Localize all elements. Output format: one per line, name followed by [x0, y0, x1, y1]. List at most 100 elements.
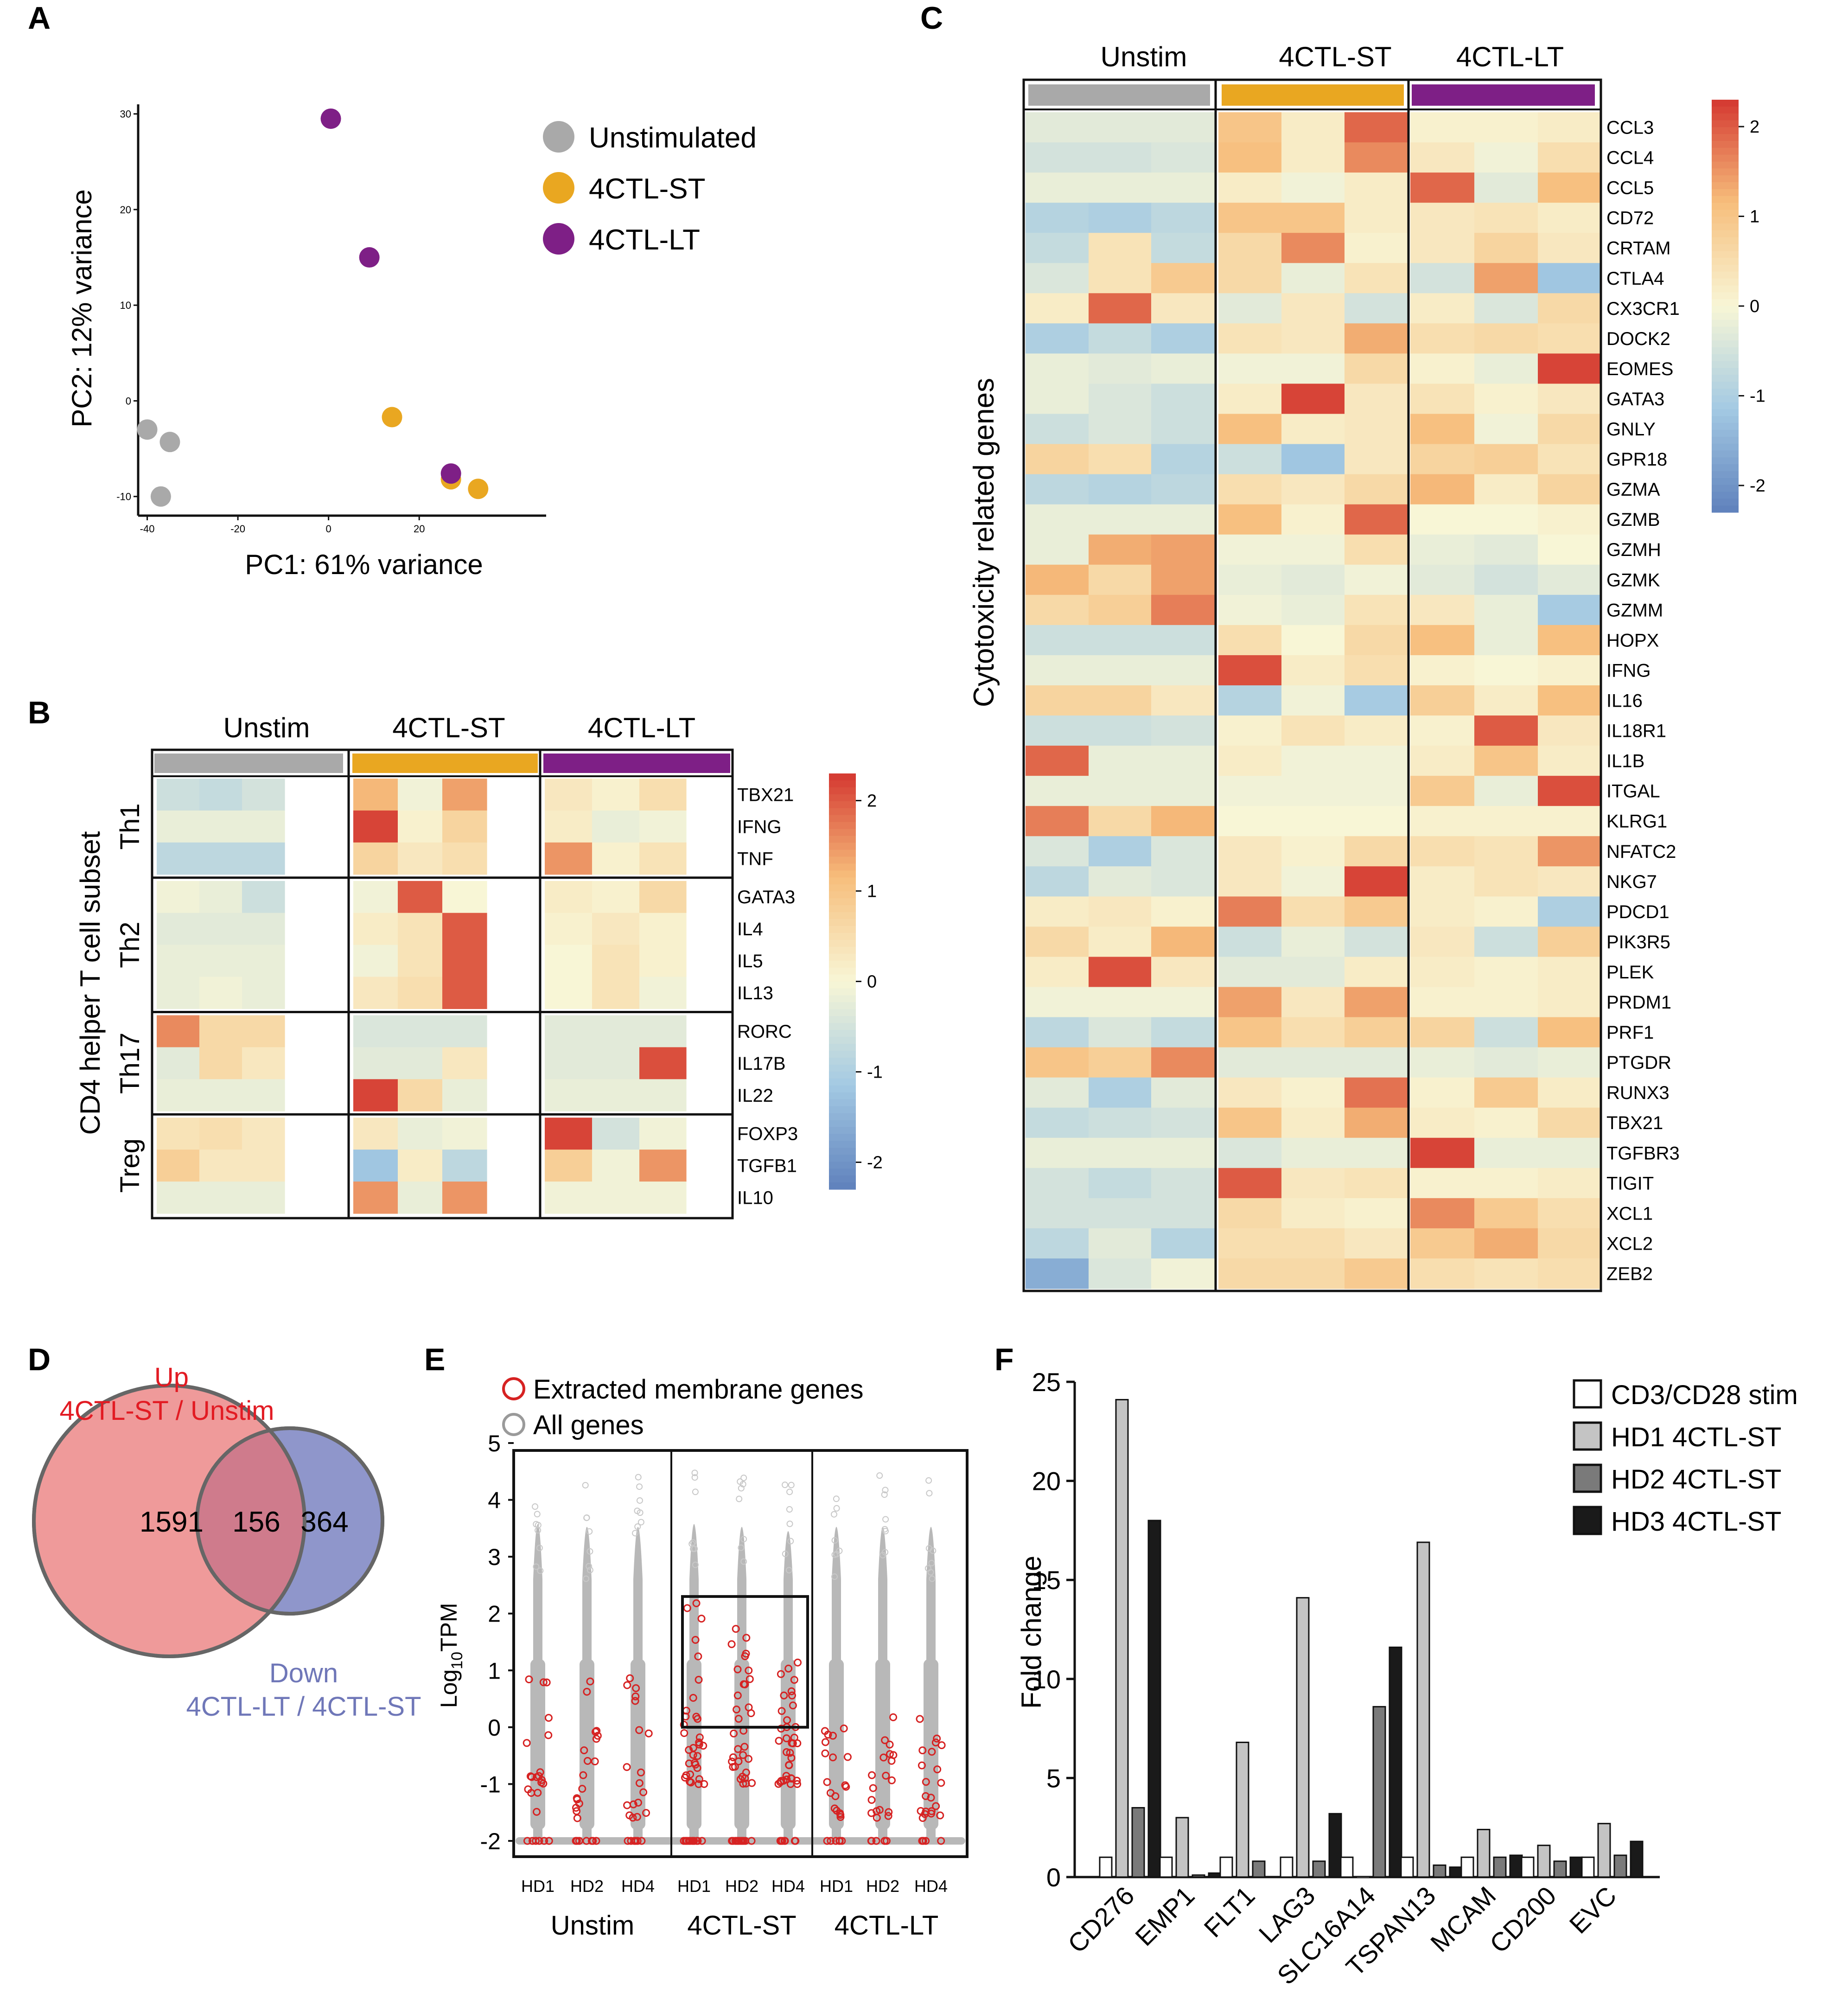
- membrane-point: [572, 1803, 580, 1812]
- fold-bar: [1328, 1813, 1342, 1878]
- heatmap-b-cell: [157, 1118, 200, 1150]
- fold-bar: [1175, 1817, 1189, 1878]
- membrane-point: [775, 1737, 783, 1745]
- heatmap-b-cell: [545, 881, 593, 913]
- heatmap-c-cell: [1281, 353, 1345, 384]
- membrane-point: [836, 1809, 844, 1818]
- heatmap-c-cell: [1089, 293, 1152, 324]
- membrane-point: [922, 1837, 930, 1845]
- heatmap-c-cell: [1281, 1168, 1345, 1199]
- heatmap-c-cell: [1026, 564, 1089, 595]
- heatmap-b-cell: [592, 779, 640, 811]
- membrane-point: [739, 1837, 748, 1845]
- pca-x-label: PC1: 61% variance: [245, 549, 483, 580]
- heatmap-c-cell: [1151, 1107, 1215, 1138]
- heatmap-b-cell: [199, 1150, 242, 1182]
- venn-down-label-line1: Down: [269, 1658, 338, 1688]
- heatmap-c-cell: [1089, 685, 1152, 716]
- membrane-point: [583, 1757, 592, 1765]
- membrane-point: [523, 1739, 531, 1747]
- heatmap-c-gene-label: CCL5: [1606, 178, 1654, 198]
- heatmap-c-cell: [1345, 172, 1408, 203]
- legend-hd3-label: HD3 4CTL-ST: [1611, 1507, 1781, 1537]
- pca-point-st: [382, 407, 402, 428]
- heatmap-c-colorbar-segment: [1712, 375, 1739, 382]
- heatmap-c-cell: [1474, 685, 1538, 716]
- heatmap-c-cell: [1089, 172, 1152, 203]
- heatmap-c-cell: [1410, 444, 1475, 475]
- heatmap-c-cell: [1410, 534, 1475, 565]
- heatmap-c-cell: [1089, 474, 1152, 505]
- membrane-point: [626, 1674, 634, 1682]
- heatmap-c-gene-label: CCL3: [1606, 118, 1654, 138]
- heatmap-c-cell: [1026, 444, 1089, 475]
- heatmap-c-cell: [1474, 926, 1538, 958]
- heatmap-c-colorbar-segment: [1712, 430, 1739, 437]
- heatmap-b-cell: [398, 945, 443, 977]
- heatmap-b-cell: [592, 1118, 640, 1150]
- heatmap-c-cell: [1474, 866, 1538, 897]
- heatmap-c-colorbar-segment: [1712, 278, 1739, 286]
- heatmap-b-cell: [592, 977, 640, 1009]
- pca-point-st: [468, 479, 489, 499]
- fold-category-label: EMP1: [1129, 1881, 1200, 1951]
- heatmap-c-cell: [1345, 625, 1408, 656]
- allgenes-point: [586, 1548, 593, 1555]
- heatmap-c-cell: [1538, 504, 1600, 535]
- heatmap-b-cell: [545, 1047, 593, 1079]
- heatmap-c-cell: [1218, 866, 1282, 897]
- heatmap-c-cell: [1089, 1017, 1152, 1048]
- membrane-point: [790, 1676, 798, 1684]
- heatmap-b-cell: [157, 810, 200, 843]
- heatmap-b-cell: [353, 977, 398, 1009]
- heatmap-c-cell: [1538, 836, 1600, 867]
- heatmap-c-cell: [1345, 142, 1408, 173]
- heatmap-c-cell: [1538, 1107, 1600, 1138]
- panel-label-e: E: [424, 1342, 445, 1377]
- allgenes-point: [740, 1558, 747, 1565]
- heatmap-c-cell: [1218, 203, 1282, 233]
- fold-bar: [1219, 1856, 1233, 1878]
- membrane-point: [875, 1806, 884, 1814]
- heatmap-c-cell: [1026, 836, 1089, 867]
- heatmap-c-cell: [1089, 1258, 1152, 1289]
- allgenes-point: [833, 1495, 840, 1502]
- heatmap-b-group-4ctl-lt: 4CTL-LT: [588, 712, 695, 743]
- heatmap-c-cell: [1474, 353, 1538, 384]
- heatmap-b-cell: [398, 1079, 443, 1111]
- heatmap-c-cell: [1151, 594, 1215, 626]
- heatmap-c-cell: [1089, 534, 1152, 565]
- heatmap-c-cell: [1410, 353, 1475, 384]
- heatmap-b-colorbar-segment: [829, 787, 856, 795]
- heatmap-b-subset-label: Th1: [115, 803, 145, 850]
- membrane-point: [793, 1776, 801, 1785]
- heatmap-c-cell: [1281, 746, 1345, 776]
- heatmap-c-cell: [1218, 926, 1282, 958]
- heatmap-c-cell: [1026, 625, 1089, 656]
- heatmap-c-cell: [1281, 1047, 1345, 1078]
- heatmap-b-cell: [442, 881, 487, 913]
- pca-legend: Unstimulated 4CTL-ST 4CTL-LT: [543, 121, 757, 256]
- heatmap-c-cell: [1218, 1107, 1282, 1138]
- heatmap-c-y-label: Cytotoxicity related genes: [968, 378, 1000, 707]
- fold-bar: [1389, 1646, 1402, 1878]
- allgenes-point: [924, 1565, 931, 1572]
- heatmap-c-cell: [1281, 926, 1345, 958]
- heatmap-c-colorbar-segment: [1712, 450, 1739, 458]
- heatmap-c-cell: [1218, 836, 1282, 867]
- membrane-point: [635, 1779, 644, 1787]
- heatmap-c-colorbar-segment: [1712, 492, 1739, 499]
- heatmap-c-cell: [1218, 1198, 1282, 1229]
- heatmap-c-cell: [1281, 836, 1345, 867]
- heatmap-b-colorbar-label: 2: [867, 792, 877, 811]
- heatmap-c-cell: [1218, 1077, 1282, 1108]
- cytotoxicity-heatmap-panel: Unstim 4CTL-ST 4CTL-LT CCL3 CCL4 CCL5 CD72 C…: [968, 41, 1765, 1292]
- heatmap-b-colorbar-segment: [829, 912, 856, 920]
- heatmap-b-colorbar-segment: [829, 1085, 856, 1093]
- heatmap-c-cell: [1410, 926, 1475, 958]
- membrane-point: [780, 1837, 789, 1845]
- legend-allgenes-marker: [502, 1413, 525, 1436]
- heatmap-b-frame: [151, 748, 734, 1220]
- allgenes-point: [692, 1488, 699, 1495]
- heatmap-c-cell: [1474, 233, 1538, 263]
